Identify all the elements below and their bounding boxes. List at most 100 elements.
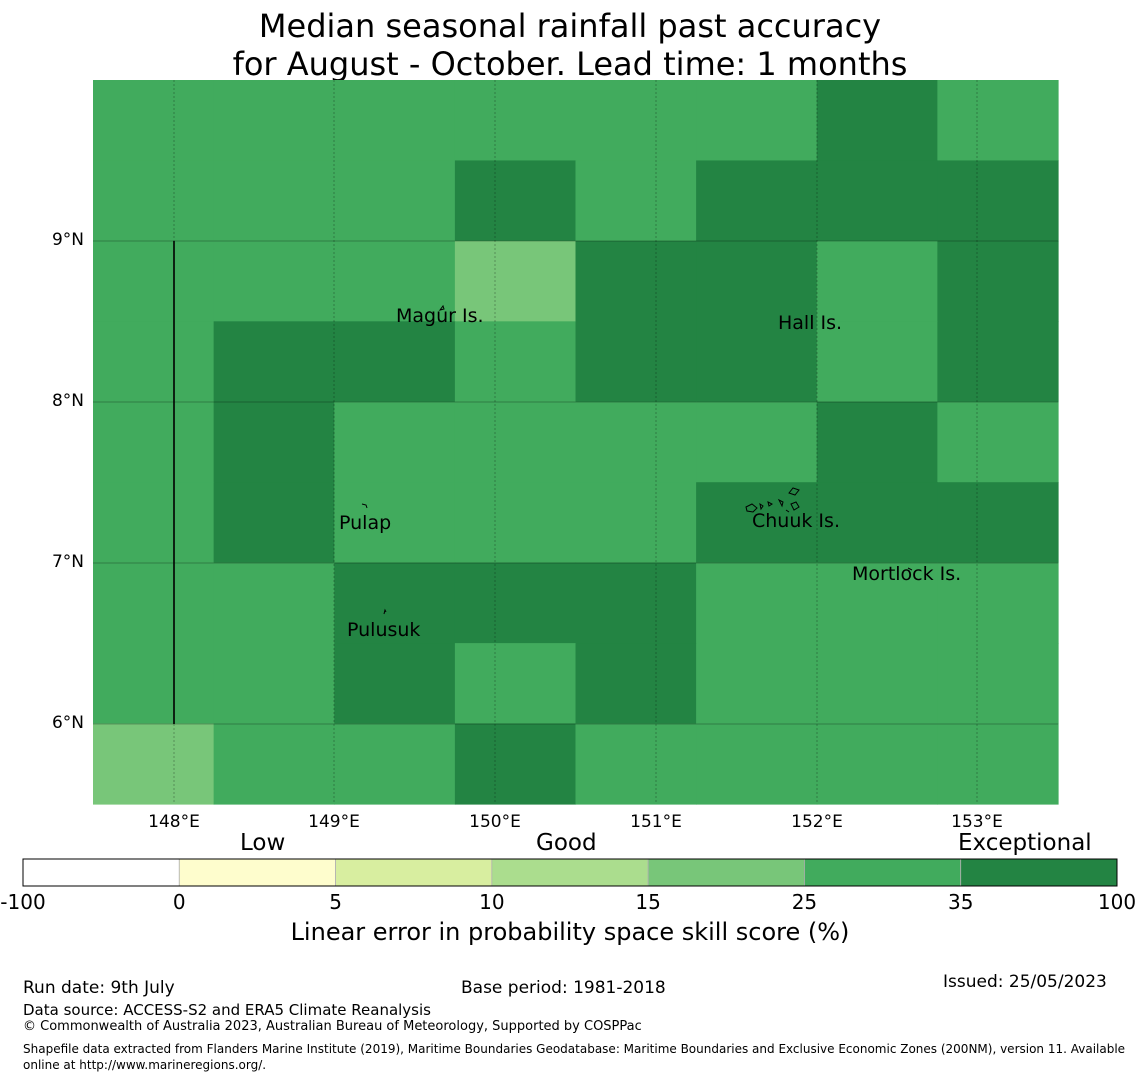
grid-cell [213, 160, 335, 242]
grid-cell [575, 401, 697, 483]
grid-cell [696, 80, 818, 162]
place-label-pulap: Pulap [339, 512, 392, 534]
grid-cell [93, 643, 215, 725]
grid-cell [213, 240, 335, 322]
grid-cell [816, 240, 938, 322]
grid-cell [937, 160, 1059, 242]
grid-cell [696, 482, 818, 564]
grid-cell [454, 643, 577, 725]
grid-cell [937, 240, 1059, 322]
grid-cell [696, 401, 818, 483]
grid-cell [213, 321, 335, 403]
colorbar-segment [491, 858, 649, 887]
grid-cell [334, 321, 456, 403]
colorbar-tick-label: 35 [947, 890, 974, 914]
grid-cell [213, 562, 335, 644]
grid-cell [696, 321, 818, 403]
grid-cell [696, 643, 818, 725]
grid-cell [575, 240, 697, 322]
lat-label-8n: 8°N [51, 391, 84, 411]
place-label-magur: Magur Is. [396, 305, 484, 327]
base-period: Base period: 1981-2018 [461, 978, 666, 998]
grid-cell [937, 643, 1059, 725]
grid-cell [696, 723, 818, 805]
grid-cell [816, 643, 938, 725]
colorbar-category-good: Good [536, 830, 597, 856]
place-label-chuuk: Chuuk Is. [752, 510, 840, 532]
colorbar-tick-label: 10 [479, 890, 505, 914]
colorbar-tick-label: 15 [635, 890, 661, 914]
colorbar-title: Linear error in probability space skill … [290, 918, 850, 946]
colorbar-tick-label: 5 [329, 890, 342, 914]
grid-cell [816, 562, 938, 644]
grid-cell [93, 482, 215, 564]
grid-cell [937, 80, 1059, 162]
grid-cell [575, 723, 697, 805]
grid-cell [334, 562, 456, 644]
grid-cell [334, 482, 456, 564]
grid-cell [816, 160, 938, 242]
colorbar [22, 858, 1118, 887]
colorbar-tick-label: 0 [172, 890, 186, 914]
lat-label-9n: 9°N [51, 230, 84, 250]
colorbar-segment [335, 858, 493, 887]
shapefile-credit: Shapefile data extracted from Flanders M… [23, 1042, 1126, 1072]
grid-cell [575, 321, 697, 403]
grid-cell [696, 562, 818, 644]
grid-cell [93, 562, 215, 644]
grid-cell [334, 160, 456, 242]
map-title-line-2: for August - October. Lead time: 1 month… [232, 45, 908, 83]
lon-label-148e: 148°E [148, 812, 200, 832]
grid-cell [213, 643, 335, 725]
grid-cell [334, 723, 456, 805]
grid-cell [937, 482, 1059, 564]
grid-cell [454, 723, 577, 805]
grid-cell [575, 562, 697, 644]
grid-cell [93, 240, 215, 322]
data-source: Data source: ACCESS-S2 and ERA5 Climate … [23, 1001, 431, 1019]
grid-cell [213, 482, 335, 564]
grid-cell [816, 482, 938, 564]
colorbar-tick-label: 100 [1097, 890, 1137, 914]
grid-cell [816, 80, 938, 162]
grid-cell [93, 401, 215, 483]
grid-cell [334, 240, 456, 322]
place-label-mortlock: Mortlock Is. [852, 563, 962, 585]
colorbar-segment [647, 858, 805, 887]
map-title-line-1: Median seasonal rainfall past accuracy [258, 7, 882, 45]
grid-cell [575, 482, 697, 564]
skill-grid-cells [93, 80, 1059, 805]
issued-date: Issued: 25/05/2023 [943, 972, 1107, 992]
colorbar-segment [804, 858, 962, 887]
grid-cell [213, 401, 335, 483]
colorbar-category-exceptional: Exceptional [958, 830, 1092, 856]
lon-label-150e: 150°E [469, 812, 521, 832]
grid-cell [575, 160, 697, 242]
place-label-pulusuk: Pulusuk [347, 619, 421, 641]
grid-cell [454, 240, 577, 322]
skill-score-map [93, 80, 1059, 805]
lon-label-153e: 153°E [951, 812, 1003, 832]
grid-cell [696, 240, 818, 322]
grid-cell [937, 401, 1059, 483]
grid-cell [816, 321, 938, 403]
run-date: Run date: 9th July [23, 978, 175, 998]
grid-cell [575, 80, 697, 162]
grid-cell [93, 80, 215, 162]
colorbar-border [22, 858, 1118, 887]
grid-cell [454, 562, 577, 644]
grid-cell [454, 482, 577, 564]
lon-label-151e: 151°E [630, 812, 682, 832]
island-outlines [361, 304, 913, 615]
grid-cell [93, 160, 215, 242]
grid-cell [334, 643, 456, 725]
grid-cell [816, 723, 938, 805]
grid-cell [334, 80, 456, 162]
grid-cell [454, 401, 577, 483]
grid-cell [937, 321, 1059, 403]
lat-label-7n: 7°N [51, 552, 84, 572]
colorbar-segment [960, 858, 1118, 887]
grid-cell [454, 80, 577, 162]
grid-cell [213, 80, 335, 162]
grid-cell [937, 562, 1059, 644]
